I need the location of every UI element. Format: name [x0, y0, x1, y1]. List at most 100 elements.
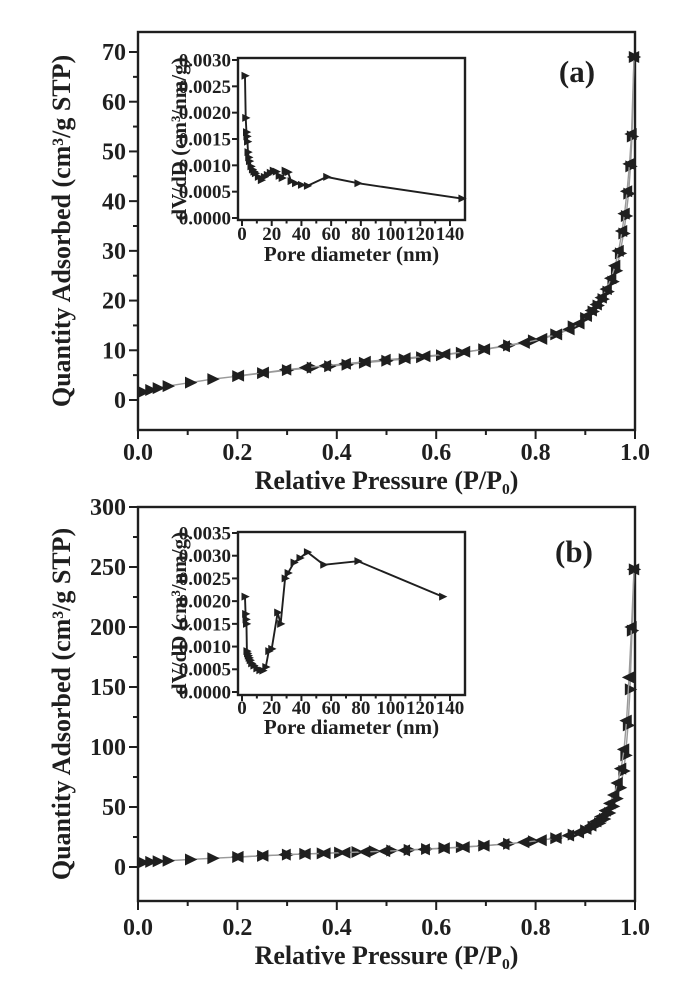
triangle-right-marker	[162, 854, 176, 867]
panel-b-inset-y-axis: 0.00000.00050.00100.00150.00200.00250.00…	[179, 523, 238, 703]
panel-b-inset-y-tick-label: 0.0005	[179, 660, 231, 681]
triangle-left-marker	[357, 845, 371, 858]
triangle-right-marker	[277, 619, 286, 628]
panel-b-y-tick-label: 250	[90, 555, 126, 581]
panel-a-inset-x-axis: 0 20 40 60 80 100 120 140	[237, 220, 464, 245]
panel-a-x-axis-title: Relative Pressure (P/P₀)	[255, 466, 519, 495]
triangle-left-marker	[617, 207, 630, 220]
triangle-right-marker	[262, 663, 271, 672]
panel-b-inset-y-tick-label: 0.0000	[179, 682, 231, 703]
panel-b-inset-x-axis: 0 20 40 60 80 100 120 140	[237, 695, 464, 719]
triangle-left-marker	[338, 846, 351, 859]
panel-a-inset-frame	[236, 56, 467, 222]
panel-b-inset-x-tick-label: 20	[262, 698, 281, 719]
triangle-right-marker	[242, 609, 251, 618]
triangle-left-marker	[278, 363, 292, 376]
triangle-left-marker	[579, 822, 592, 835]
panel-a: 0.0 0.2 0.4 0.6 0.8 1.0 0 10 20 30 40 50 60 70 Relativ…	[47, 30, 650, 495]
panel-b-y-axis: 0 50 100 150 200 250 300	[90, 495, 138, 881]
triangle-left-marker	[584, 304, 597, 317]
triangle-left-marker	[603, 272, 617, 285]
triangle-left-marker	[534, 332, 548, 345]
panel-b-inset-x-tick-label: 40	[292, 698, 311, 719]
triangle-left-marker	[579, 309, 592, 322]
panel-a-x-tick-label: 0.2	[222, 440, 252, 466]
triangle-left-marker	[598, 804, 611, 817]
triangle-right-marker	[458, 194, 467, 203]
panel-b-inset-y-tick-label: 0.0020	[179, 592, 231, 613]
triangle-left-marker	[298, 361, 312, 374]
panel-b-inset: 0 20 40 60 80 100 120 1400.00000.00050.00100.00…	[167, 523, 467, 739]
panel-a-inset-y-tick-label: 0.0030	[179, 50, 231, 71]
triangle-left-marker	[378, 353, 391, 366]
panel-a-inset-x-tick-label: 140	[436, 224, 465, 245]
triangle-left-marker	[497, 838, 510, 851]
panel-a-x-tick-label: 1.0	[620, 440, 650, 466]
triangle-right-marker	[354, 557, 363, 566]
panel-a-inset: 0 20 40 60 80 100 120 1400.00000.00050.00100.00…	[167, 50, 467, 266]
triangle-left-marker	[457, 345, 471, 358]
triangle-left-marker	[624, 621, 637, 633]
panel-a-inset-x-tick-label: 60	[322, 224, 341, 245]
panel-a-x-tick-label: 0.0	[123, 440, 153, 466]
panel-b-x-tick-label: 0.4	[322, 915, 352, 941]
triangle-left-marker	[517, 336, 530, 349]
triangle-right-marker	[323, 172, 332, 181]
triangle-left-marker	[599, 283, 612, 296]
panel-a-y-axis-title: Quantity Adsorbed (cm³/g STP)	[47, 55, 76, 407]
triangle-left-marker	[614, 224, 628, 237]
triangle-right-marker	[207, 852, 220, 865]
triangle-right-marker	[292, 179, 301, 188]
triangle-left-marker	[358, 355, 371, 368]
panel-a-y-tick-label: 60	[102, 90, 126, 116]
triangle-left-marker	[418, 350, 431, 363]
triangle-left-marker	[561, 829, 575, 842]
panel-a-y-tick-label: 20	[102, 289, 126, 315]
triangle-left-marker	[589, 298, 602, 311]
panel-b-inset-y-tick-label: 0.0015	[179, 614, 231, 635]
panel-a-inset-y-tick-label: 0.0020	[179, 103, 231, 124]
panel-a-inset-x-tick-label: 0	[237, 224, 247, 245]
panel-a-inset-y-tick-label: 0.0010	[179, 156, 231, 177]
triangle-right-marker	[439, 592, 448, 601]
triangle-right-marker	[251, 169, 261, 178]
panel-a-panel-label: (a)	[559, 54, 595, 89]
triangle-right-marker	[207, 373, 220, 386]
triangle-right-marker	[284, 168, 293, 177]
panel-a-x-axis: 0.0 0.2 0.4 0.6 0.8 1.0	[123, 430, 650, 466]
triangle-right-marker	[296, 553, 305, 562]
panel-b: 0.0 0.2 0.4 0.6 0.8 1.0050100150200250300Rela…	[47, 495, 650, 970]
triangle-right-marker	[185, 376, 198, 389]
panel-b-inset-x-tick-label: 0	[237, 698, 247, 719]
panel-a-y-tick-label: 0	[114, 388, 126, 414]
triangle-left-marker	[572, 317, 585, 330]
triangle-left-marker	[594, 291, 607, 304]
panel-a-inset-x-axis-title: Pore diameter (nm)	[264, 242, 439, 266]
panel-a-x-tick-label: 0.4	[322, 440, 352, 466]
panel-a-desorption-markers	[231, 50, 640, 382]
panel-b-inset-x-tick-label: 100	[376, 698, 405, 719]
panel-b-inset-x-tick-label: 120	[406, 698, 435, 719]
triangle-right-marker	[152, 382, 166, 395]
panel-b-inset-y-tick-label: 0.0035	[179, 523, 231, 544]
panel-a-inset-x-tick-label: 100	[376, 224, 405, 245]
triangle-left-marker	[497, 340, 510, 353]
triangle-right-marker	[145, 855, 158, 868]
triangle-left-marker	[549, 328, 563, 341]
triangle-left-marker	[256, 366, 269, 379]
panel-a-inset-y-tick-label: 0.0005	[179, 182, 231, 203]
triangle-right-marker	[145, 384, 158, 397]
triangle-left-marker	[318, 847, 331, 860]
triangle-left-marker	[619, 185, 633, 198]
triangle-left-marker	[457, 841, 470, 854]
triangle-left-marker	[549, 831, 562, 844]
panel-a-inset-y-tick-label: 0.0025	[179, 77, 231, 98]
triangle-left-marker	[417, 843, 430, 856]
triangle-left-marker	[606, 789, 620, 801]
triangle-left-marker	[231, 369, 245, 382]
triangle-right-marker	[259, 666, 268, 675]
triangle-right-marker	[272, 167, 281, 176]
panel-b-y-tick-label: 200	[90, 615, 126, 641]
